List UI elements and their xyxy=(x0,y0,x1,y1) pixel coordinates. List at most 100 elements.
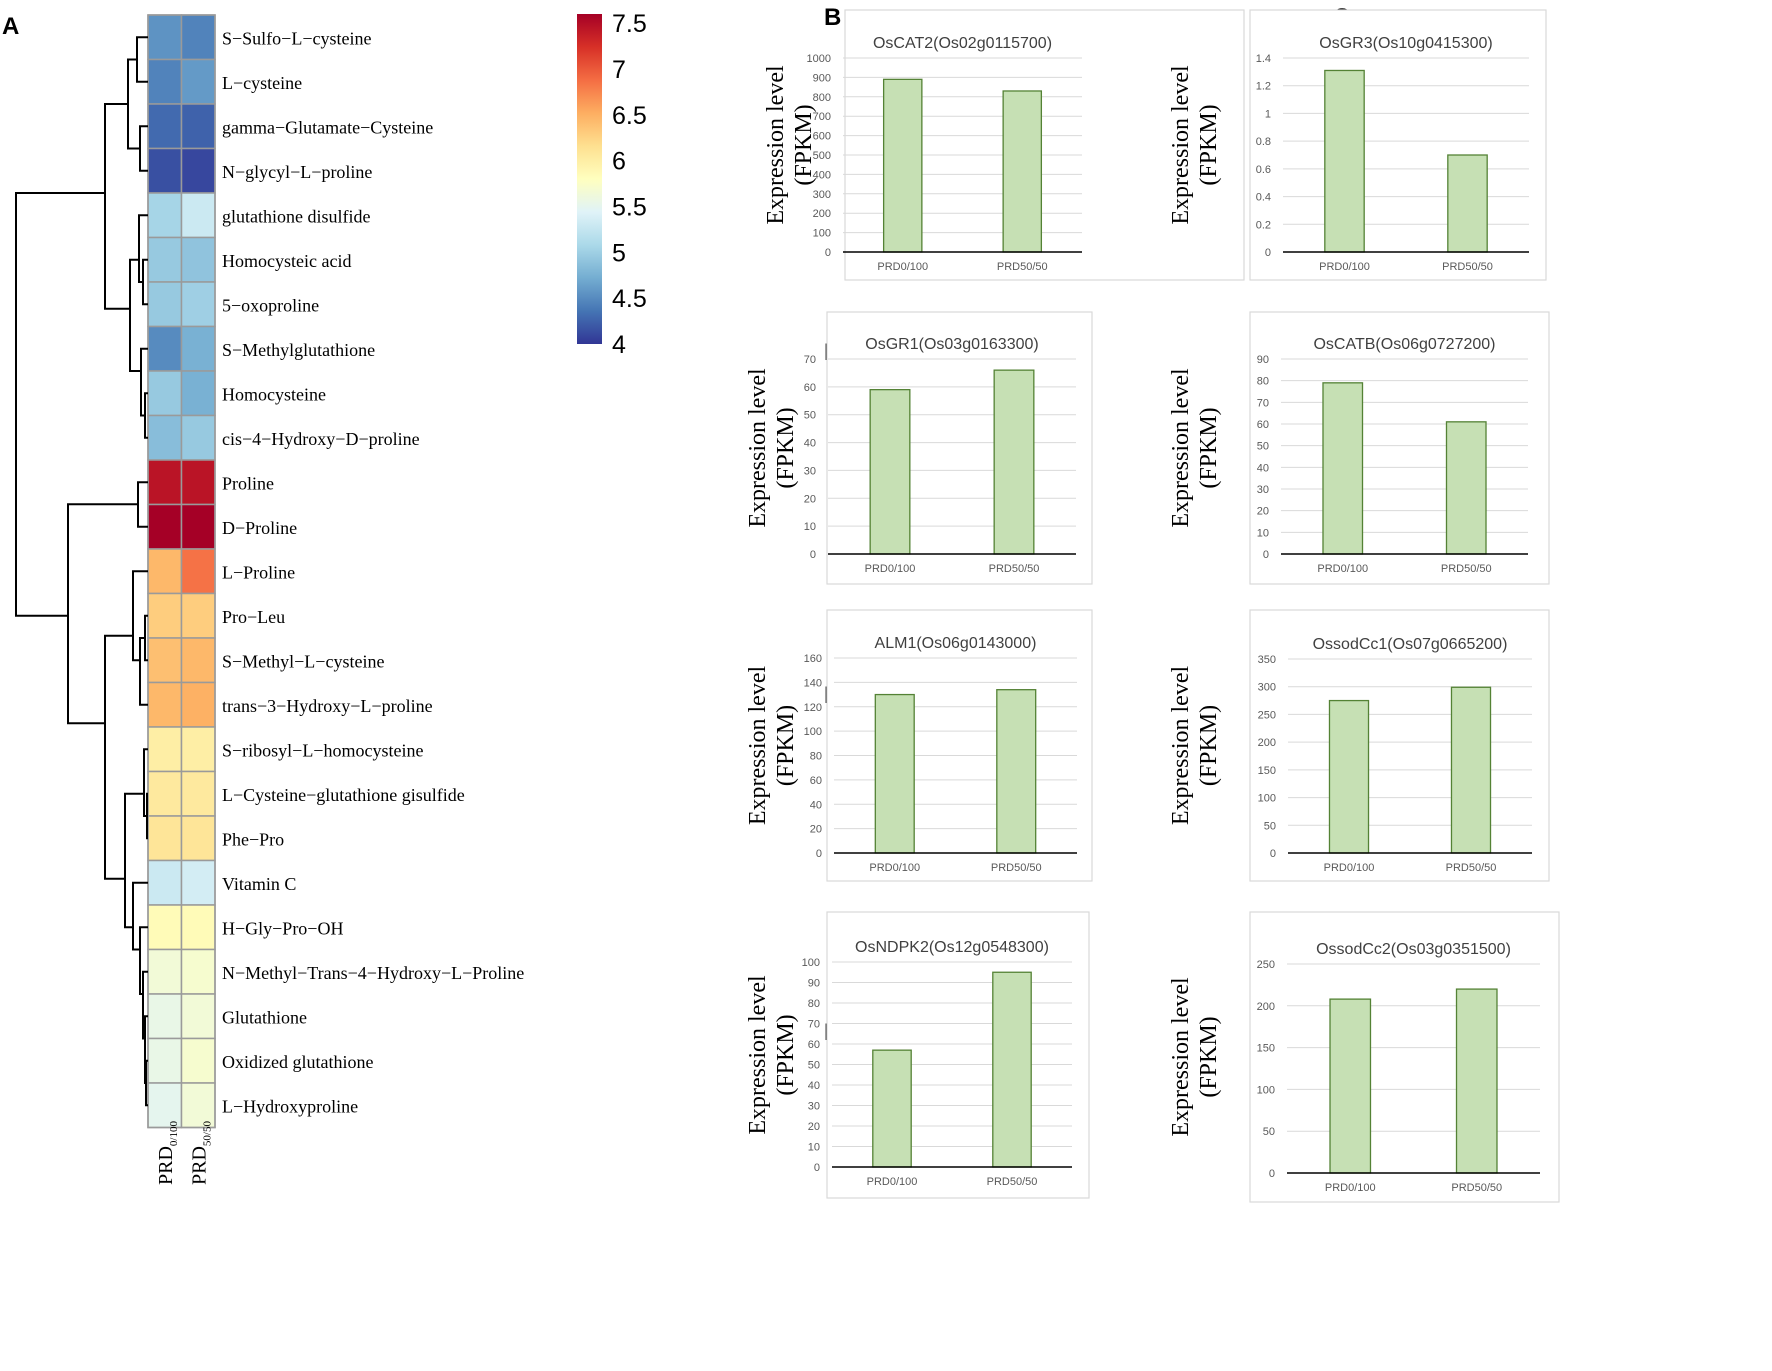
heatmap-cell xyxy=(147,281,183,328)
y-tick-label: 150 xyxy=(1257,1043,1275,1055)
y-tick-label: 0.8 xyxy=(1256,136,1271,148)
y-axis-label-text: Expression level xyxy=(1168,65,1194,225)
heatmap-row-label: 5−oxoproline xyxy=(222,295,319,315)
column-label-sub: 50/50 xyxy=(201,1121,213,1147)
y-tick-label: 40 xyxy=(810,799,822,811)
y-tick-label: 40 xyxy=(804,438,816,450)
heatmap-cell xyxy=(147,1037,183,1084)
colorbar: 7.5 7 6.5 6 5.5 5 4.5 4 xyxy=(577,10,647,359)
y-tick-label: 60 xyxy=(808,1039,820,1051)
y-tick-label: 50 xyxy=(1263,1126,1275,1138)
y-tick-label: 0.6 xyxy=(1256,164,1271,176)
y-axis-label-text: Expression level xyxy=(1168,666,1194,826)
x-tick-label: PRD0/100 xyxy=(865,563,916,575)
heatmap-cell xyxy=(147,726,183,773)
heatmap-cell xyxy=(147,459,183,506)
y-tick-label: 800 xyxy=(813,92,831,104)
y-tick-label: 0 xyxy=(810,549,816,561)
dendrogram-branch xyxy=(15,192,105,617)
bar-chart-panel-d: 0 10 20 30 40 50 60 70 PRD0/100 PRD50/50 OsGR1(Os0… xyxy=(745,311,1093,585)
heatmap-cell xyxy=(147,103,183,150)
bar-f-1 xyxy=(874,693,915,854)
heatmap-row-label: N−glycyl−L−proline xyxy=(222,162,372,182)
y-tick-label: 1.4 xyxy=(1256,53,1271,65)
chart-title: OssodCc1(Os07g0665200) xyxy=(1313,636,1508,653)
y-tick-label: 200 xyxy=(1258,737,1276,749)
y-tick-label: 100 xyxy=(1258,793,1276,805)
bar-g-1 xyxy=(1328,699,1370,854)
heatmap-row-label: Phe−Pro xyxy=(222,829,284,849)
y-tick-label: 120 xyxy=(804,702,822,714)
dendrogram-branch xyxy=(138,214,148,283)
heatmap-column-label: PRD50/50 xyxy=(188,1121,213,1185)
heatmap-cell xyxy=(180,726,216,773)
x-tick-label: PRD0/100 xyxy=(869,862,920,874)
dendrogram-branch xyxy=(139,926,148,995)
x-tick-label: PRD0/100 xyxy=(877,261,928,273)
y-tick-label: 70 xyxy=(808,1019,820,1031)
heatmap-panel: S−Sulfo−L−cysteine L−cysteine gamma−Glutam… xyxy=(15,10,647,1185)
heatmap-cell xyxy=(180,681,216,728)
chart-frame xyxy=(1249,311,1550,585)
heatmap-row-label: S−Sulfo−L−cysteine xyxy=(222,28,371,48)
colorbar-tick-label: 6.5 xyxy=(612,102,647,130)
heatmap-cell xyxy=(180,14,216,61)
heatmap-cell xyxy=(180,637,216,684)
y-tick-label: 150 xyxy=(1258,765,1276,777)
heatmap-cell xyxy=(147,637,183,684)
y-tick-label: 80 xyxy=(810,751,822,763)
bar-c-2 xyxy=(1447,154,1488,253)
heatmap-cell xyxy=(147,770,183,817)
heatmap-cell xyxy=(147,58,183,105)
y-axis-label-text: Expression level xyxy=(1168,368,1194,528)
heatmap-cell xyxy=(147,592,183,639)
y-tick-label: 20 xyxy=(808,1121,820,1133)
chart-frame xyxy=(1249,911,1560,1203)
y-tick-label: 90 xyxy=(808,978,820,990)
dendrogram-branch xyxy=(124,792,144,929)
x-tick-label: PRD50/50 xyxy=(1451,1182,1502,1194)
y-tick-label: 200 xyxy=(813,208,831,220)
heatmap-row-label: N−Methyl−Trans−4−Hydroxy−L−Proline xyxy=(222,963,524,983)
y-tick-label: 50 xyxy=(808,1060,820,1072)
y-tick-label: 30 xyxy=(808,1101,820,1113)
bar-g-2 xyxy=(1450,686,1492,854)
x-tick-label: PRD50/50 xyxy=(997,261,1048,273)
x-tick-label: PRD0/100 xyxy=(867,1176,918,1188)
heatmap-row-label: D−Proline xyxy=(222,518,297,538)
y-tick-label: 300 xyxy=(813,189,831,201)
heatmap-cell xyxy=(147,993,183,1040)
heatmap-cell xyxy=(180,414,216,461)
y-tick-label: 50 xyxy=(804,410,816,422)
bar-chart-panel-i: 0 50 100 150 200 250 PRD0/100 PRD50/50 OssodCc2(… xyxy=(1168,911,1560,1203)
y-axis-label: Expression level (FPKM) xyxy=(745,975,799,1135)
y-tick-label: 0.2 xyxy=(1256,219,1271,231)
heatmap-cell xyxy=(147,414,183,461)
heatmap-row-label: H−Gly−Pro−OH xyxy=(222,918,343,938)
y-tick-label: 30 xyxy=(804,465,816,477)
column-label-sub: 0/100 xyxy=(168,1121,180,1147)
y-tick-label: 250 xyxy=(1258,709,1276,721)
chart-title: OsGR1(Os03g0163300) xyxy=(865,336,1038,353)
y-axis-label-unit: (FPKM) xyxy=(1196,407,1222,488)
y-tick-label: 20 xyxy=(1257,506,1269,518)
y-tick-label: 70 xyxy=(1257,397,1269,409)
dendrogram-branch xyxy=(132,570,148,662)
bar-chart-panels: 01002003004005006007008009001000PRD0/100… xyxy=(745,9,1560,1203)
y-axis-label-text: Expression level xyxy=(745,666,771,826)
colorbar-tick-label: 7.5 xyxy=(612,10,647,38)
bar-chart-panel-f: 0 20 40 60 80 100 120 140 160 PRD0/100 PRD50/50 ALM… xyxy=(745,609,1093,882)
column-label-main: PRD xyxy=(155,1146,177,1185)
heatmap-row-labels: S−Sulfo−L−cysteine L−cysteine gamma−Glutam… xyxy=(222,28,524,1116)
y-tick-label: 60 xyxy=(1257,419,1269,431)
heatmap-cell xyxy=(180,459,216,506)
dendrogram-branch xyxy=(104,634,133,880)
bar-c-1 xyxy=(1324,69,1365,253)
heatmap-cell xyxy=(147,815,183,862)
y-axis-label-unit: (FPKM) xyxy=(1196,104,1222,185)
y-tick-label: 40 xyxy=(808,1080,820,1092)
colorbar-tick-label: 5 xyxy=(612,239,626,267)
y-tick-label: 50 xyxy=(1257,441,1269,453)
bar-b-2 xyxy=(1002,90,1043,253)
y-tick-label: 10 xyxy=(1257,527,1269,539)
